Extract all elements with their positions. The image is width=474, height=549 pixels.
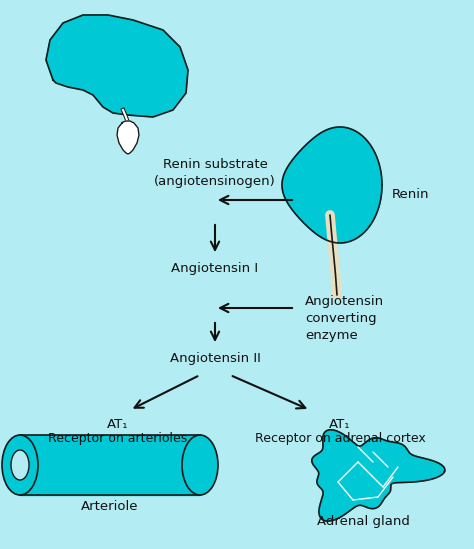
Polygon shape — [282, 127, 382, 243]
Text: Adrenal gland: Adrenal gland — [317, 515, 410, 528]
Ellipse shape — [2, 435, 38, 495]
Text: Renin substrate
(angiotensinogen): Renin substrate (angiotensinogen) — [154, 158, 276, 188]
Text: Angiotensin II: Angiotensin II — [170, 352, 260, 365]
Text: Arteriole: Arteriole — [81, 500, 139, 513]
Text: Renin: Renin — [392, 188, 429, 201]
Text: Receptor on adrenal cortex: Receptor on adrenal cortex — [255, 432, 425, 445]
Text: AT₁: AT₁ — [107, 418, 129, 431]
Ellipse shape — [11, 450, 29, 480]
Ellipse shape — [182, 435, 218, 495]
Text: Receptor on arterioles: Receptor on arterioles — [48, 432, 188, 445]
Polygon shape — [46, 15, 188, 117]
Text: Angiotensin I: Angiotensin I — [172, 262, 258, 275]
Text: AT₁: AT₁ — [329, 418, 351, 431]
Polygon shape — [312, 430, 445, 521]
Text: Angiotensin
converting
enzyme: Angiotensin converting enzyme — [305, 295, 384, 342]
Polygon shape — [117, 121, 139, 154]
Polygon shape — [20, 435, 200, 495]
